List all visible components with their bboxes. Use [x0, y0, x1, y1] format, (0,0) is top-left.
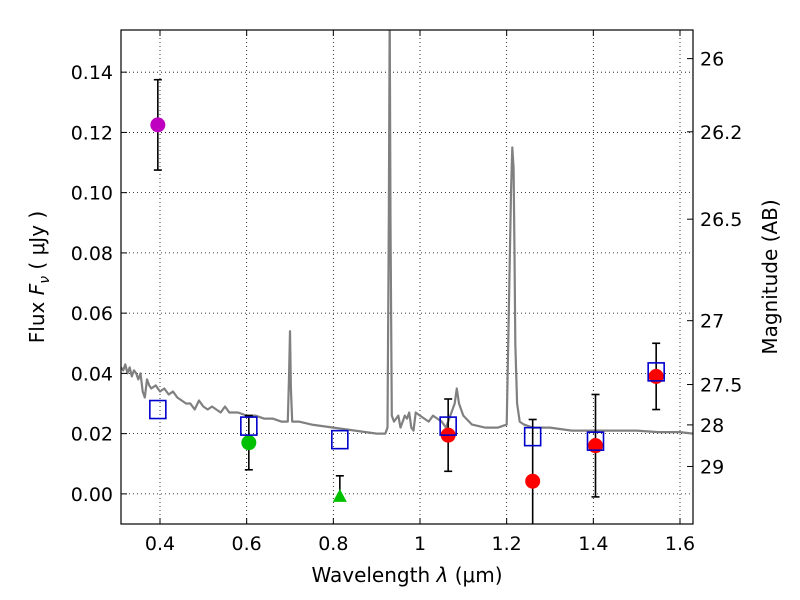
model-band-point	[331, 429, 349, 450]
x-tick-label: 1	[414, 533, 426, 555]
y-axis-label: Flux Fν ( μJy )	[25, 211, 53, 343]
x-tick-label: 0.6	[232, 533, 262, 555]
model-band-point	[523, 426, 542, 447]
upper-limit-point	[332, 488, 347, 502]
y-tick-label: 0.02	[71, 424, 113, 446]
y2-axis-label: Magnitude (AB)	[758, 199, 782, 354]
model-band-point	[240, 416, 258, 436]
model-band-point	[647, 362, 665, 382]
y-tick-label: 0.06	[71, 303, 113, 325]
y-tick-label: 0.14	[71, 62, 113, 84]
data-point	[525, 473, 541, 489]
x-tick-label: 1.6	[665, 533, 695, 555]
y-tick-label: 0.04	[71, 363, 113, 385]
y-tick-label: 0.00	[71, 484, 113, 506]
x-tick-label: 1.2	[492, 533, 522, 555]
x-axis-label: Wavelength λ (μm)	[311, 563, 502, 587]
model-band-point	[586, 431, 605, 451]
y2-tick-label: 26	[700, 49, 724, 71]
x-tick-label: 1.4	[578, 533, 608, 555]
axis-ticks: 0.4 0.6 0.8 1 1.2 1.4 1.6 0.00 0.02 0.04 0.06 0.08 0…	[71, 30, 742, 555]
y-tick-label: 0.12	[71, 122, 113, 144]
x-tick-label: 0.4	[145, 533, 175, 555]
y2-tick-label: 26.5	[700, 209, 742, 231]
model-band-point	[439, 416, 457, 436]
model-spectrum-layer	[121, 30, 693, 435]
y-tick-label: 0.10	[71, 183, 113, 205]
plot-frame	[120, 29, 694, 525]
y2-tick-label: 28	[700, 415, 724, 437]
model-spectrum-line	[121, 30, 693, 435]
x-tick-label: 0.8	[318, 533, 348, 555]
data-point	[150, 117, 166, 133]
y2-tick-label: 27	[700, 311, 724, 333]
y2-tick-label: 29	[700, 456, 724, 478]
grid	[121, 30, 693, 524]
y2-tick-label: 26.2	[700, 122, 742, 144]
photometry-points-layer	[149, 78, 665, 524]
data-point	[241, 435, 257, 451]
y2-tick-label: 27.5	[700, 375, 742, 397]
y-tick-label: 0.08	[71, 243, 113, 265]
model-band-point	[149, 399, 167, 420]
